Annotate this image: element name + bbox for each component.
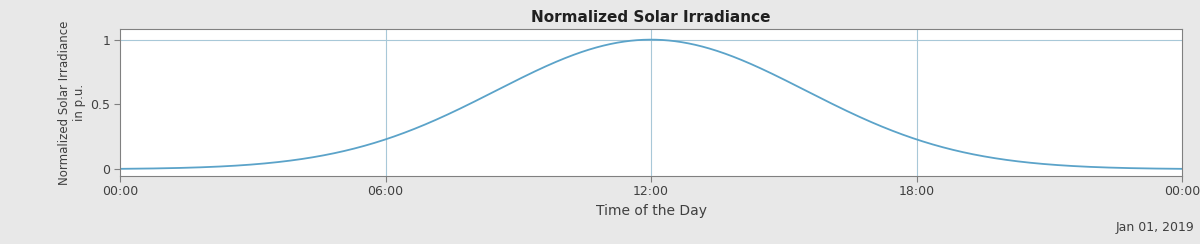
- Y-axis label: Normalized Solar Irradiance
in p.u.: Normalized Solar Irradiance in p.u.: [58, 20, 86, 185]
- Text: Jan 01, 2019: Jan 01, 2019: [1115, 221, 1194, 234]
- Title: Normalized Solar Irradiance: Normalized Solar Irradiance: [532, 10, 770, 25]
- X-axis label: Time of the Day: Time of the Day: [595, 204, 707, 218]
